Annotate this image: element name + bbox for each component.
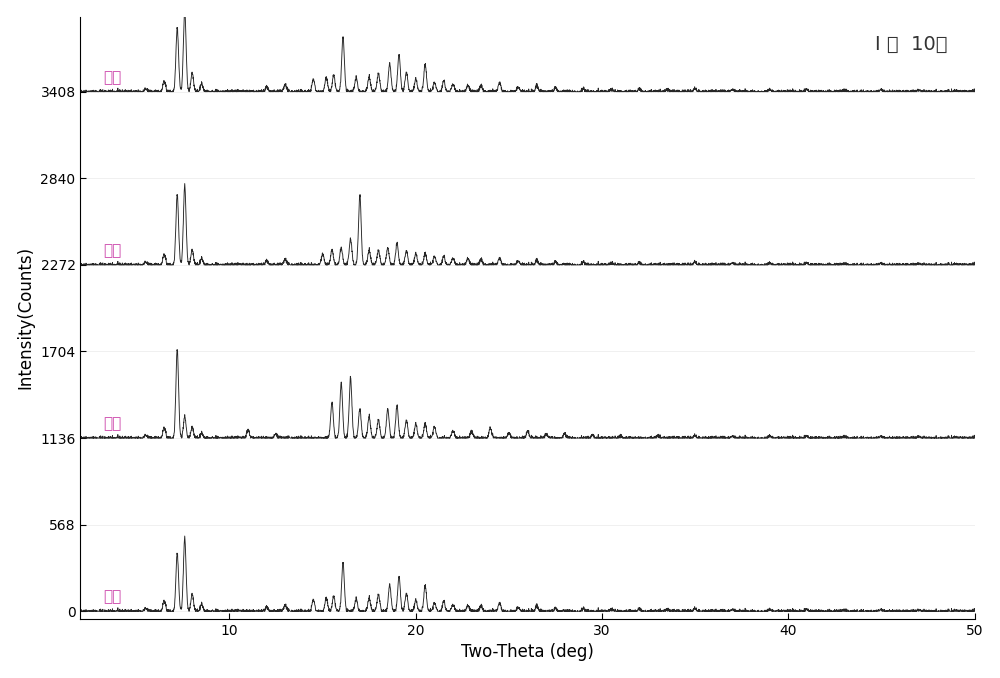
Text: I 型  10天: I 型 10天: [875, 35, 948, 54]
Text: 原料: 原料: [103, 589, 121, 604]
X-axis label: Two-Theta (deg): Two-Theta (deg): [461, 643, 594, 661]
Text: 高温: 高温: [103, 416, 121, 431]
Y-axis label: Intensity(Counts): Intensity(Counts): [17, 246, 35, 389]
Text: 高湿: 高湿: [103, 70, 121, 85]
Text: 光照: 光照: [103, 243, 121, 258]
